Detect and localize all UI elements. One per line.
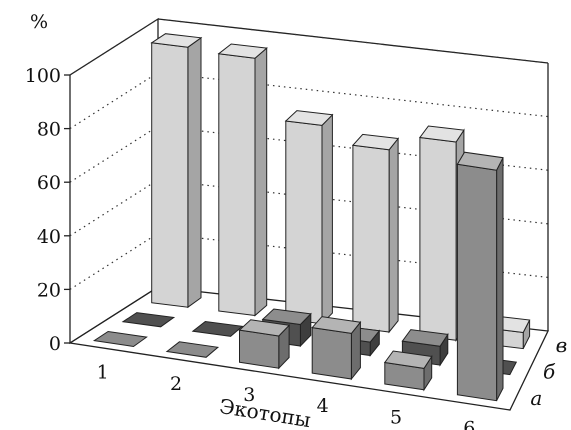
bar-в-1 [150,33,203,309]
x-tick-label: 2 [170,373,182,395]
bar-front [456,163,498,402]
bar-top [456,151,504,171]
row-label: а [530,386,542,410]
bar-top [238,319,291,337]
bar-а-1 [92,330,148,348]
bar-side [321,113,333,325]
bar-в-3 [284,110,334,325]
row-label: в [556,333,568,357]
bar-top [150,33,203,48]
y-tick-label: 40 [37,226,61,248]
bar-а-4 [311,316,362,381]
bar-base [165,341,220,358]
bar-side [496,157,504,401]
x-tick-label: 4 [317,395,329,417]
chart-back-wall-top [157,18,549,64]
y-unit-label: % [30,11,48,33]
bar-а-5 [383,350,433,392]
bar-а-3 [238,319,291,370]
bar-top [351,133,400,151]
bar-top [284,110,334,126]
y-tick-label: 60 [37,172,61,194]
x-axis-title: Экотопы [218,394,313,430]
bar-front [218,53,256,317]
bar-side [254,47,268,317]
bar-а-6 [456,151,504,402]
y-tick-label: 0 [49,333,61,355]
bar-side [187,36,202,309]
gridline [69,18,549,76]
bar-в-4 [351,133,400,334]
bar-top [311,316,362,334]
bar-top [383,350,433,369]
bar-side [388,137,399,334]
bar-б-1 [121,312,176,328]
bar-front [419,136,457,341]
bar-front [311,327,352,380]
x-tick-label: 6 [463,417,475,430]
bar-top [418,125,465,143]
bar-в-2 [217,43,268,317]
bar-base [191,320,244,337]
bar-front [352,144,390,333]
bar-б-2 [191,320,244,337]
chart-side-wall [69,17,159,345]
bar-top [261,308,312,326]
bar-top [217,43,268,59]
x-tick-label: 1 [97,362,109,384]
bar-front [239,329,280,369]
bar-base [121,312,176,328]
bar-front [151,42,189,308]
row-label: б [543,360,556,384]
x-tick-label: 3 [243,384,255,406]
bar-top [401,329,449,347]
y-tick-label: 80 [37,119,61,141]
y-tick-label: 20 [37,279,61,301]
x-tick-label: 5 [390,406,402,428]
y-tick-label: 100 [25,65,61,87]
bar-а-2 [165,341,220,358]
bar-base [92,330,148,348]
bar-front [285,120,323,325]
